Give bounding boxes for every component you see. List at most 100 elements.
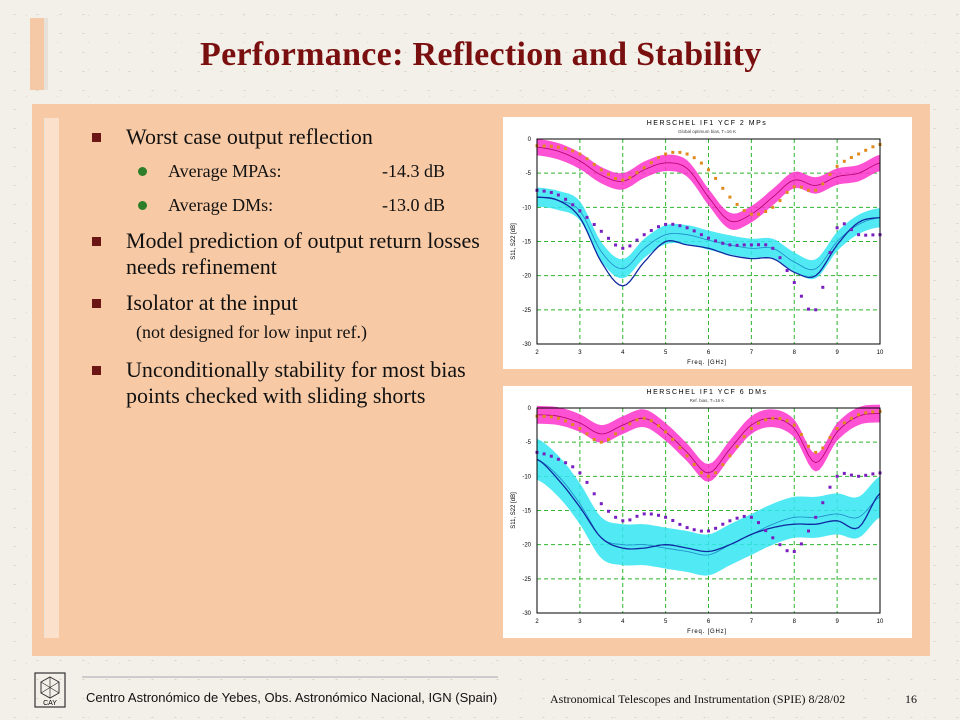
chart-title: HERSCHEL IF1 YCF 6 DMs: [647, 389, 768, 396]
model-s22-point: [685, 454, 689, 458]
y-tick-label: -30: [522, 611, 531, 617]
model-s22-point: [871, 410, 875, 414]
model-s22-point: [828, 173, 832, 176]
model-s11-point: [556, 457, 560, 461]
model-s11-point: [714, 239, 718, 243]
bullet-text: Model prediction of output return losses…: [126, 228, 480, 279]
model-s11-point: [549, 191, 553, 194]
model-s11-point: [771, 246, 775, 250]
round-bullet-icon: [138, 167, 147, 176]
title-accent-bar-shadow: [44, 18, 48, 90]
model-s22-point: [657, 156, 660, 160]
model-s11-point: [571, 203, 575, 207]
x-tick-label: 7: [750, 350, 754, 356]
model-s11-point: [635, 514, 639, 518]
model-s11-point: [785, 549, 789, 553]
x-tick-label: 3: [578, 350, 582, 356]
model-s11-point: [692, 528, 696, 532]
model-s22-point: [857, 413, 861, 417]
model-s11-point: [721, 522, 725, 526]
model-s11-point: [678, 522, 682, 526]
model-s22-point: [835, 164, 839, 168]
bullet-text: Unconditionally stability for most bias …: [126, 357, 466, 408]
model-s11-point: [542, 452, 546, 456]
model-s22-point: [628, 176, 632, 180]
model-s11-point: [628, 518, 632, 522]
sub-bullet-value: -14.3 dB: [382, 161, 445, 181]
model-s22-point: [799, 185, 803, 189]
model-s11-point: [771, 536, 775, 540]
panel-edge: [44, 118, 59, 638]
model-s11-point: [842, 222, 846, 226]
bullet-item: Worst case output reflection: [92, 124, 492, 150]
model-s11-point: [821, 501, 825, 505]
model-s22-point: [757, 212, 760, 216]
model-s22-point: [556, 416, 560, 420]
model-s11-point: [635, 238, 639, 242]
model-s22-point: [578, 152, 582, 156]
x-tick-label: 6: [707, 619, 711, 625]
model-s22-point: [585, 157, 589, 161]
model-s22-point: [607, 438, 610, 441]
square-bullet-icon: [92, 299, 101, 308]
model-s11-point: [842, 471, 846, 475]
model-s22-point: [742, 435, 746, 439]
model-s11-point: [685, 526, 689, 530]
model-s11-point: [607, 236, 610, 240]
square-bullet-icon: [92, 237, 101, 246]
model-s11-point: [642, 233, 646, 237]
model-s22-point: [614, 177, 618, 180]
model-s11-point: [864, 233, 868, 237]
model-s11-point: [707, 236, 710, 240]
model-s22-point: [735, 202, 739, 206]
model-s11-point: [699, 529, 703, 533]
x-tick-label: 4: [621, 619, 625, 625]
y-axis-label: S11, S22 [dB]: [511, 492, 517, 529]
model-s11-point: [714, 526, 718, 530]
model-s22-point: [614, 432, 618, 436]
chart-subtitle: Ref. bias, T=16 K: [690, 398, 725, 403]
model-s11-point: [828, 251, 832, 255]
y-tick-label: -10: [522, 474, 531, 480]
bullet-item: Unconditionally stability for most bias …: [92, 357, 492, 409]
model-s22-point: [628, 422, 632, 426]
model-s11-point: [628, 244, 632, 248]
model-s22-point: [835, 427, 839, 430]
model-s22-point: [721, 186, 725, 190]
model-s22-point: [592, 163, 596, 167]
page-number: 16: [905, 692, 917, 706]
model-s11-point: [764, 529, 768, 533]
model-s22-point: [692, 462, 696, 466]
model-s11-point: [599, 229, 603, 233]
model-s11-point: [764, 243, 768, 247]
model-s22-point: [642, 166, 646, 170]
model-s22-point: [599, 168, 603, 172]
model-s11-point: [835, 474, 839, 478]
model-s22-point: [764, 210, 768, 213]
model-s11-point: [671, 519, 675, 522]
reflection-band-s11: [537, 438, 880, 576]
title-accent-bar: [30, 18, 44, 90]
model-s11-point: [621, 246, 625, 250]
x-axis-label: Freq. [GHz]: [687, 360, 727, 366]
model-s11-point: [849, 473, 853, 477]
model-s22-point: [621, 427, 625, 430]
model-s22-point: [707, 168, 710, 172]
y-tick-label: -20: [522, 274, 531, 280]
y-tick-label: -5: [526, 440, 532, 446]
model-s22-point: [821, 182, 825, 186]
dms-reflection-chart: HERSCHEL IF1 YCF 6 DMs Ref. bias, T=16 K 2…: [503, 386, 912, 638]
bullet-item: Isolator at the input: [92, 290, 492, 316]
svg-text:CAY: CAY: [43, 700, 57, 707]
model-s11-point: [814, 515, 818, 519]
y-tick-label: -25: [522, 308, 531, 314]
model-s11-point: [728, 243, 732, 247]
model-s11-point: [657, 513, 660, 517]
model-s11-point: [578, 209, 582, 213]
model-s22-point: [857, 152, 861, 156]
model-s22-point: [635, 418, 639, 422]
x-tick-label: 9: [835, 350, 839, 356]
y-tick-label: -15: [522, 240, 531, 246]
model-s11-point: [707, 529, 710, 533]
model-s11-point: [828, 485, 832, 489]
